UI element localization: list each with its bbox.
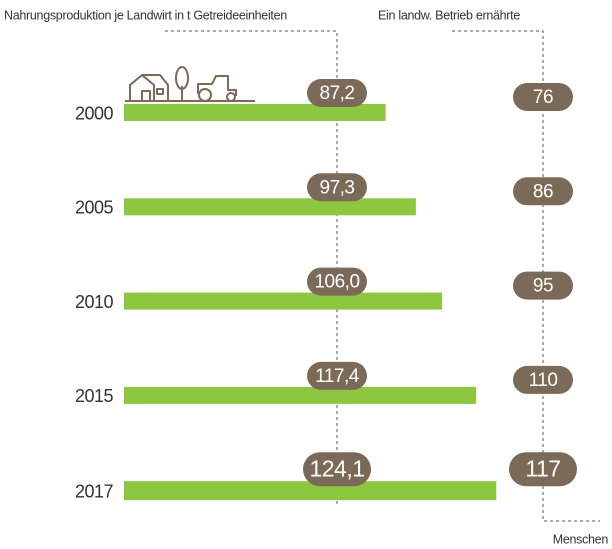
bar [124, 386, 477, 404]
category-label: 2000 [75, 103, 114, 123]
bar [124, 104, 386, 121]
value-badge [307, 79, 367, 107]
value-badge [513, 365, 573, 394]
category-label: 2017 [75, 481, 114, 501]
category-label: 2010 [75, 292, 114, 312]
value-label: 117 [525, 455, 560, 481]
bar [124, 481, 497, 501]
value-label: 95 [533, 276, 553, 297]
value-badge [513, 83, 573, 111]
value-label: 76 [533, 87, 553, 108]
value-label: 117,4 [315, 366, 360, 387]
value-label: 86 [533, 181, 553, 202]
value-badge [513, 271, 573, 300]
bar [124, 198, 416, 216]
series-label: Nahrungsproduktion je Landwirt in t Getr… [4, 8, 287, 22]
value-badge [307, 267, 367, 296]
value-badge [509, 452, 577, 487]
category-label: 2005 [75, 198, 114, 218]
value-label: 124,1 [309, 455, 364, 481]
category-label: 2015 [75, 386, 114, 406]
guide-line [165, 30, 338, 505]
bar [124, 292, 442, 310]
value-label: 110 [529, 370, 558, 391]
value-badge [307, 173, 367, 202]
series-label: Ein landw. Betrieb ernährte [378, 8, 520, 22]
value-badge [513, 177, 573, 206]
value-label: 97,3 [320, 177, 355, 198]
value-label: 87,2 [320, 83, 355, 104]
value-label: 106,0 [314, 272, 359, 293]
value-badge [303, 452, 371, 487]
farm-icon [125, 66, 255, 102]
value-badge [307, 361, 367, 390]
unit-label: Menschen [553, 532, 609, 546]
